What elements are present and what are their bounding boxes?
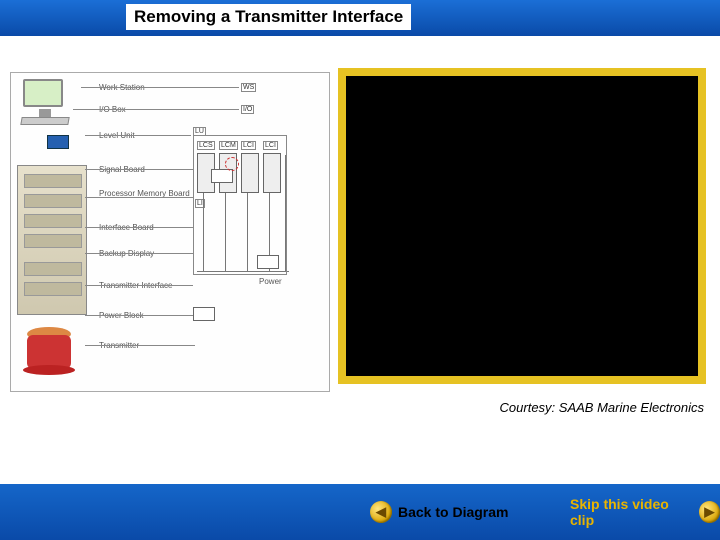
level-unit-cabinet-icon [17,165,87,315]
workstation-keyboard-icon [20,117,69,125]
video-player[interactable] [346,76,698,376]
cabinet-slot [24,214,82,228]
lp-block [257,255,279,269]
io-box-icon [47,135,69,149]
transmitter-icon [19,325,79,375]
page-title: Removing a Transmitter Interface [126,4,411,30]
highlight-circle [225,157,239,171]
diagram-lead [81,87,239,88]
cabinet-slot [24,262,82,276]
cabinet-slot [24,234,82,248]
system-diagram: Work StationWSI/O BoxI/OLevel UnitLULCSL… [10,72,330,392]
diagram-tag-io_box: I/O [241,105,254,114]
skip-label: Skip this video clip [570,496,693,528]
lci-card [241,153,259,193]
lci-card [263,153,281,193]
cabinet-slot [24,174,82,188]
title-bar: Removing a Transmitter Interface [0,0,720,36]
diagram-lead [85,169,193,170]
arrow-right-icon: ▶ [699,501,720,523]
diagram-lead [85,227,193,228]
courtesy-text: Courtesy: SAAB Marine Electronics [500,400,704,415]
workstation-monitor-icon [23,79,63,107]
arrow-left-icon: ◀ [370,501,392,523]
footer-bar: ◀ Back to Diagram Skip this video clip ▶ [0,484,720,540]
diagram-tag-work_station: WS [241,83,256,92]
diagram-tag-power_lbl: Power [259,277,282,286]
content-area: Work StationWSI/O BoxI/OLevel UnitLULCSL… [0,52,720,432]
back-to-diagram-button[interactable]: ◀ Back to Diagram [370,501,508,523]
back-label: Back to Diagram [398,504,508,520]
diagram-lead [85,135,191,136]
tx-block [193,307,215,321]
diagram-lead [85,197,193,198]
cabinet-slot [24,194,82,208]
diagram-lead [85,345,195,346]
diagram-lead [85,285,193,286]
diagram-lead [85,315,195,316]
cabinet-slot [24,282,82,296]
skip-video-button[interactable]: Skip this video clip ▶ [570,496,720,528]
diagram-lead [73,109,239,110]
video-frame [338,68,706,384]
diagram-lead [85,253,193,254]
title-inner: Removing a Transmitter Interface [0,0,720,36]
tl-block [211,169,233,183]
